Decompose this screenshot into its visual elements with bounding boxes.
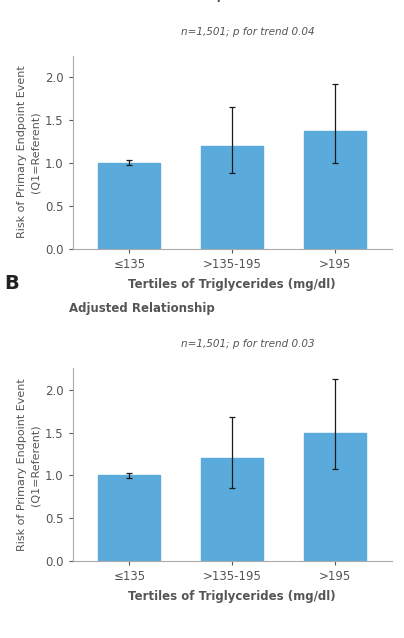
Bar [99, 475, 160, 561]
Bar [202, 458, 263, 561]
Bar [304, 433, 366, 561]
X-axis label: Tertiles of Triglycerides (mg/dl): Tertiles of Triglycerides (mg/dl) [128, 590, 336, 603]
Text: Univariate Relationship: Univariate Relationship [69, 0, 225, 2]
Text: Adjusted Relationship: Adjusted Relationship [69, 302, 215, 315]
Y-axis label: Risk of Primary Endpoint Event
(Q1=Referent): Risk of Primary Endpoint Event (Q1=Refer… [17, 378, 41, 551]
Text: n=1,501; p for trend 0.03: n=1,501; p for trend 0.03 [181, 339, 315, 350]
Y-axis label: Risk of Primary Endpoint Event
(Q1=Referent): Risk of Primary Endpoint Event (Q1=Refer… [17, 66, 41, 239]
Bar [304, 131, 366, 249]
X-axis label: Tertiles of Triglycerides (mg/dl): Tertiles of Triglycerides (mg/dl) [128, 278, 336, 290]
Text: n=1,501; p for trend 0.04: n=1,501; p for trend 0.04 [181, 27, 315, 37]
Text: B: B [4, 274, 19, 293]
Bar [202, 145, 263, 249]
Bar [99, 163, 160, 249]
